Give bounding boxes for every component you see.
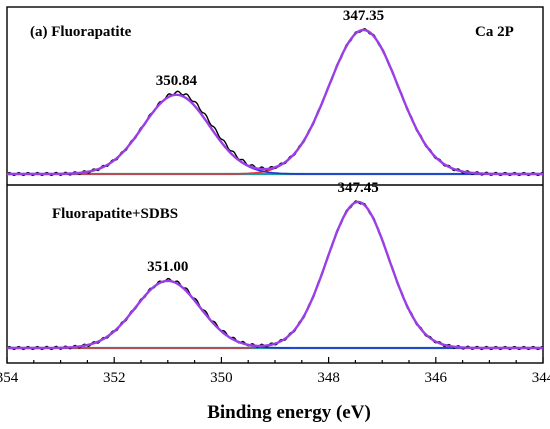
fit-envelope-line [7, 28, 543, 176]
panel-bottom-label: Fluorapatite+SDBS [52, 206, 178, 222]
x-tick-label: 350 [210, 370, 233, 386]
peak-label: 351.00 [147, 259, 188, 275]
fit-peak-low-be [7, 201, 543, 349]
x-tick-label: 344 [532, 370, 550, 386]
panel-top-label: (a) Fluorapatite [30, 24, 132, 40]
peak-label: 350.84 [156, 73, 198, 89]
x-axis-label: Binding energy (eV) [207, 402, 371, 423]
x-tick-label: 346 [425, 370, 448, 386]
fit-envelope-line [7, 200, 543, 350]
peak-label: 347.35 [343, 8, 384, 24]
fit-peak-high-be [7, 94, 543, 175]
fit-peak-low-be [7, 29, 543, 175]
x-axis: 354 352 350 348 346 344 [0, 357, 550, 386]
panel-top-curves [6, 27, 544, 177]
x-tick-label: 354 [0, 370, 19, 386]
raw-spectrum-line [6, 200, 544, 351]
panel-bottom-curves [6, 200, 544, 351]
panel-top-element-label: Ca 2P [475, 24, 514, 40]
fit-peak-high-be [7, 279, 543, 349]
peak-label: 347.45 [337, 180, 378, 196]
x-tick-label: 352 [103, 370, 126, 386]
x-tick-label: 348 [317, 370, 340, 386]
raw-spectrum-line [6, 27, 544, 177]
